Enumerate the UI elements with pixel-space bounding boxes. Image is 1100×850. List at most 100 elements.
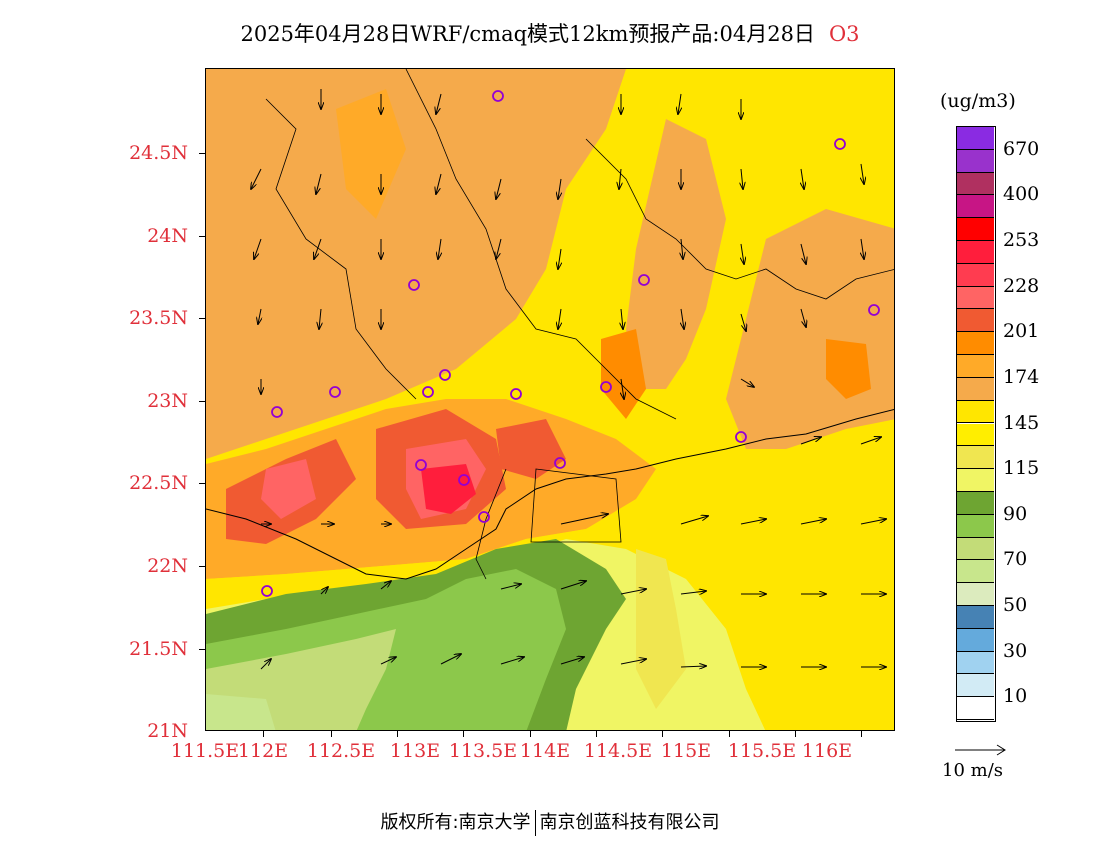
legend-swatch	[957, 286, 994, 310]
legend-label: 10	[1003, 685, 1028, 708]
legend-unit: (ug/m3)	[940, 90, 1016, 112]
lon-tick	[397, 731, 398, 737]
legend-label: 30	[1003, 639, 1028, 662]
copyright-footer: 版权所有:南京大学 南京创蓝科技有限公司	[0, 808, 1100, 836]
legend-swatch	[957, 628, 994, 652]
lat-tick	[199, 649, 205, 650]
copyright-right: 南京创蓝科技有限公司	[539, 812, 720, 833]
wind-vectors-coastal	[260, 514, 886, 669]
legend-label: 70	[1003, 548, 1028, 571]
station-markers	[261, 90, 880, 597]
lon-label-113: 113E	[389, 740, 441, 762]
boundary-line	[265, 98, 417, 400]
lon-label-114: 114E	[519, 740, 571, 762]
lat-label-23-5: 23.5N	[129, 307, 188, 329]
field-band-red-east	[496, 419, 566, 479]
copyright-divider	[534, 810, 536, 836]
legend-swatch	[957, 218, 994, 242]
legend-label: 145	[1003, 411, 1040, 434]
lon-tick	[331, 731, 332, 737]
legend-swatch	[957, 446, 994, 470]
o3-concentration-map	[205, 68, 895, 731]
lat-label-21: 21N	[147, 720, 188, 742]
legend-swatch	[957, 514, 994, 538]
legend-label: 50	[1003, 593, 1028, 616]
boundary-line	[475, 468, 507, 580]
boundary-line	[405, 69, 677, 420]
wind-vectors	[251, 89, 881, 445]
field-band-pink-west	[261, 459, 316, 519]
field-band-orange-north	[206, 69, 626, 459]
legend-label: 174	[1003, 365, 1040, 388]
legend-label: 670	[1003, 137, 1040, 160]
field-band-khaki	[636, 549, 686, 709]
legend-swatch	[957, 697, 994, 720]
lat-tick	[199, 566, 205, 567]
legend-swatch	[957, 537, 994, 561]
legend-label: 201	[1003, 320, 1040, 343]
lon-tick	[662, 731, 663, 737]
lat-tick	[199, 483, 205, 484]
lon-label-112-5: 112.5E	[306, 740, 376, 762]
legend-swatch	[957, 423, 994, 447]
lat-label-24-5: 24.5N	[129, 142, 188, 164]
lat-label-22-5: 22.5N	[129, 472, 188, 494]
legend-swatch	[957, 172, 994, 196]
legend-swatch	[957, 149, 994, 173]
title-main: 2025年04月28日WRF/cmaq模式12km预报产品:04月28日	[240, 22, 815, 46]
lat-label-24: 24N	[147, 225, 188, 247]
legend-swatch	[957, 651, 994, 675]
legend-swatch	[957, 491, 994, 515]
legend-label: 228	[1003, 274, 1040, 297]
copyright-left: 版权所有:南京大学	[380, 812, 531, 833]
legend-swatch	[957, 674, 994, 698]
lat-label-22: 22N	[147, 555, 188, 577]
legend-swatch	[957, 332, 994, 356]
field-band-pale-green	[206, 694, 276, 730]
map-canvas	[206, 69, 894, 730]
lon-label-112: 112E	[237, 740, 289, 762]
legend-label: 253	[1003, 229, 1040, 252]
legend-swatch	[957, 127, 994, 150]
lon-label-115: 115E	[660, 740, 712, 762]
lon-tick	[530, 731, 531, 737]
field-band-dark-orange-east	[826, 339, 871, 399]
lat-label-21-5: 21.5N	[129, 638, 188, 660]
legend-swatch	[957, 400, 994, 424]
legend-swatch	[957, 263, 994, 287]
legend-label: 90	[1003, 502, 1028, 525]
legend-label: 400	[1003, 183, 1040, 206]
legend-swatch	[957, 469, 994, 492]
lat-tick	[199, 318, 205, 319]
lon-tick	[861, 731, 862, 737]
lon-tick	[596, 731, 597, 737]
lon-label-116: 116E	[801, 740, 853, 762]
lat-label-23: 23N	[147, 390, 188, 412]
lon-label-115-5: 115.5E	[727, 740, 797, 762]
legend-colorbar	[956, 126, 996, 722]
field-band-orange-east	[626, 119, 726, 389]
map-title: 2025年04月28日WRF/cmaq模式12km预报产品:04月28日 O3	[0, 18, 1100, 48]
coastline	[206, 408, 894, 580]
lon-label-113-5: 113.5E	[448, 740, 518, 762]
legend-swatch	[957, 195, 994, 219]
lat-tick	[199, 401, 205, 402]
lon-label-114-5: 114.5E	[583, 740, 653, 762]
legend-label: 115	[1003, 457, 1040, 480]
lon-tick	[729, 731, 730, 737]
lon-tick	[263, 731, 264, 737]
legend-swatch	[957, 560, 994, 584]
field-band-amber-1	[336, 89, 406, 219]
legend-swatch	[957, 583, 994, 606]
field-band-dark-orange-mid	[601, 329, 646, 419]
legend-swatch	[957, 241, 994, 264]
lon-tick	[795, 731, 796, 737]
lon-label-111-5: 111.5E	[170, 740, 240, 762]
boundary-box	[530, 468, 622, 543]
boundary-line	[585, 138, 894, 300]
field-band-crimson-center	[421, 464, 476, 514]
legend-swatch	[957, 377, 994, 401]
wind-key-label: 10 m/s	[942, 760, 1003, 781]
wind-key-arrow	[955, 744, 1006, 756]
lon-tick	[463, 731, 464, 737]
